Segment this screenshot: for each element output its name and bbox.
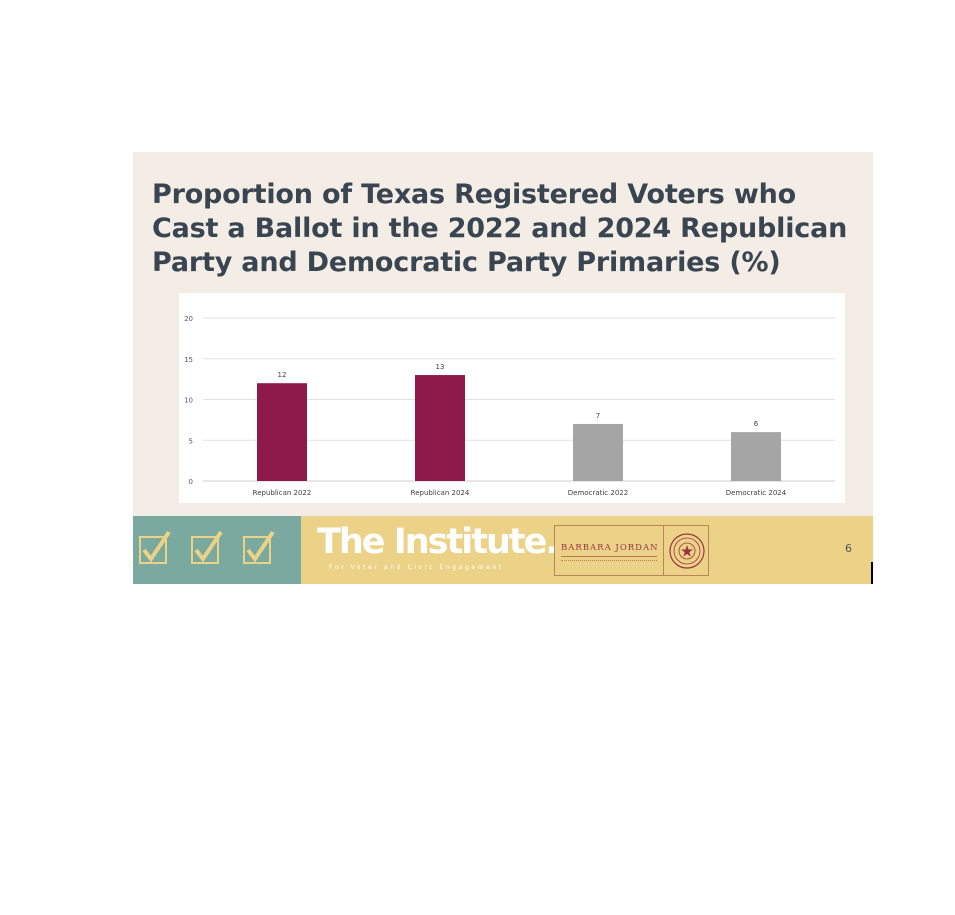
footer: The Institute. For Voter and Civic Engag… [133, 516, 873, 584]
y-tick-label: 5 [189, 437, 193, 445]
logo-tagline-mark [561, 560, 657, 563]
x-tick-label: Republican 2024 [411, 489, 470, 497]
barbara-jordan-logo: BARBARA JORDAN [554, 525, 709, 576]
institute-logo-subtitle: For Voter and Civic Engagement [329, 564, 504, 571]
x-tick-label: Democratic 2024 [726, 489, 787, 497]
data-label: 13 [436, 363, 445, 371]
logo-divider [663, 526, 664, 575]
page-number: 6 [845, 542, 852, 555]
footer-checkbox-panel [133, 516, 301, 584]
data-label: 7 [596, 412, 600, 420]
x-tick-label: Republican 2022 [253, 489, 312, 497]
logo-divider-line [561, 556, 657, 557]
bar [731, 432, 781, 481]
bar [415, 375, 465, 481]
y-tick-label: 15 [184, 356, 193, 364]
bar-chart: 0 5 10 15 20 12 Republican 2022 13 Republican 20… [184, 315, 835, 497]
edge-mark [871, 562, 873, 584]
y-tick-label: 0 [189, 478, 193, 486]
barbara-jordan-name: BARBARA JORDAN [561, 543, 659, 553]
checkbox-icon [191, 530, 223, 564]
seal-icon [669, 533, 705, 569]
y-tick-label: 10 [184, 397, 193, 405]
slide-title: Proportion of Texas Registered Voters wh… [152, 179, 848, 278]
bar [257, 383, 307, 481]
checkbox-icon [243, 530, 275, 564]
bar [573, 423, 623, 481]
x-tick-label: Democratic 2022 [568, 489, 628, 497]
data-label: 12 [278, 371, 287, 379]
data-label: 6 [754, 420, 759, 428]
slide: Proportion of Texas Registered Voters wh… [133, 152, 873, 584]
y-tick-label: 20 [184, 315, 193, 323]
institute-logo-text: The Institute. [317, 522, 559, 562]
chart-container: 0 5 10 15 20 12 Republican 2022 13 Republican 20… [179, 293, 845, 503]
checkbox-icon [139, 530, 171, 564]
